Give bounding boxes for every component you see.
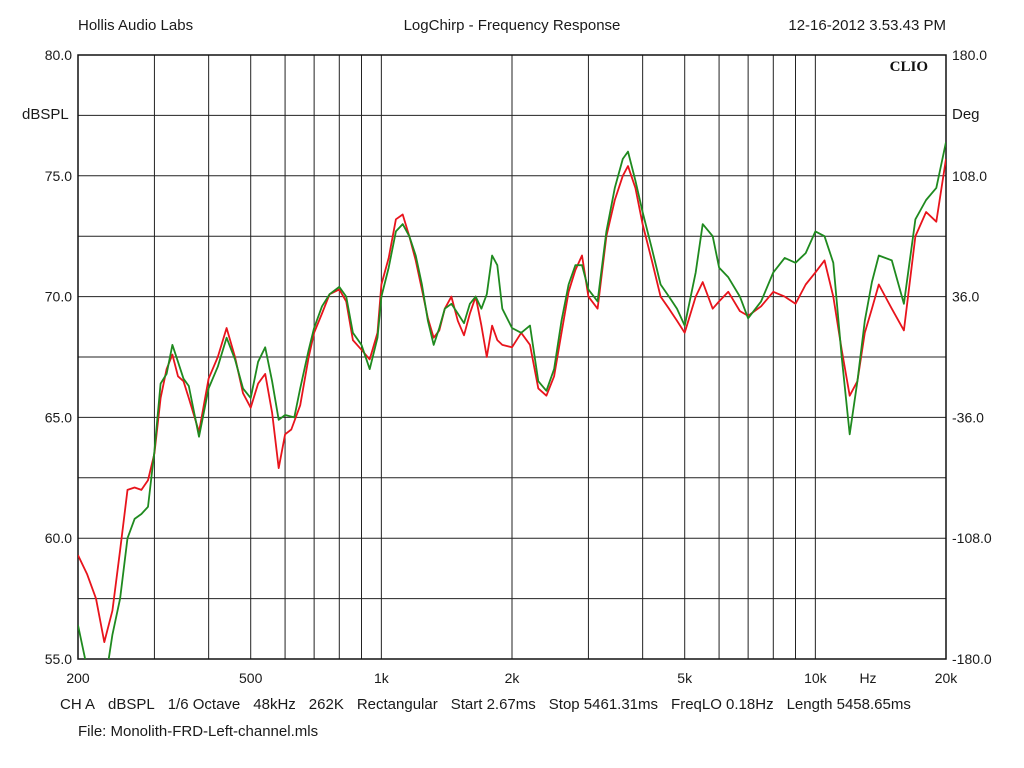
- info-item: Length 5458.65ms: [786, 696, 911, 713]
- y2-axis-label: Deg: [952, 106, 980, 123]
- y-tick-label: 55.0: [45, 651, 72, 667]
- y-axis-label: dBSPL: [22, 106, 69, 123]
- y-tick-label: 60.0: [45, 530, 72, 546]
- y2-tick-label: 108.0: [952, 168, 987, 184]
- y-tick-label: 65.0: [45, 409, 72, 425]
- file-name: File: Monolith-FRD-Left-channel.mls: [78, 723, 319, 740]
- plot-grid: [77, 54, 947, 660]
- x-tick-label: 10k: [804, 670, 828, 686]
- info-item: 1/6 Octave: [167, 696, 241, 713]
- info-item: Stop 5461.31ms: [548, 696, 659, 713]
- info-item: FreqLO 0.18Hz: [671, 696, 774, 713]
- y-tick-label: 70.0: [45, 289, 72, 305]
- x-tick-label: 20k: [935, 670, 959, 686]
- company-name: Hollis Audio Labs: [78, 17, 194, 34]
- timestamp: 12-16-2012 3.53.43 PM: [788, 17, 946, 34]
- info-item: dBSPL: [108, 696, 155, 713]
- series-line-2: [78, 141, 946, 659]
- y2-tick-label: -36.0: [952, 409, 984, 425]
- info-item: Rectangular: [356, 696, 438, 713]
- y-tick-label: 75.0: [45, 168, 72, 184]
- info-item: 48kHz: [253, 696, 296, 713]
- x-axis-unit: Hz: [859, 670, 876, 686]
- x-tick-label: 500: [239, 670, 263, 686]
- y2-tick-label: -180.0: [952, 651, 992, 667]
- y2-tick-label: -108.0: [952, 530, 992, 546]
- y2-tick-label: 36.0: [952, 289, 979, 305]
- measurement-info: CH A dBSPL 1/6 Octave 48kHz 262K Rectangular S…: [60, 696, 924, 713]
- x-axis-ticks: 200 500 1k 2k 5k 10k 20k: [66, 670, 958, 686]
- y2-axis-ticks: -180.0 -108.0 -36.0 36.0 108.0 180.0: [952, 47, 992, 667]
- y2-tick-label: 180.0: [952, 47, 987, 63]
- series-curves: [78, 141, 946, 659]
- x-tick-label: 2k: [505, 670, 521, 686]
- x-tick-label: 5k: [677, 670, 693, 686]
- clio-brand-logo: CLIO: [890, 59, 928, 75]
- x-tick-label: 1k: [374, 670, 390, 686]
- y-tick-label: 80.0: [45, 47, 72, 63]
- y-axis-ticks: 55.0 60.0 65.0 70.0 75.0 80.0: [45, 47, 72, 667]
- info-item: 262K: [308, 696, 344, 713]
- chart-title: LogChirp - Frequency Response: [403, 17, 621, 34]
- info-item: Start 2.67ms: [450, 696, 536, 713]
- plot-frame: [77, 54, 947, 660]
- info-item: CH A: [60, 696, 96, 713]
- series-line-1: [78, 158, 946, 643]
- x-tick-label: 200: [66, 670, 90, 686]
